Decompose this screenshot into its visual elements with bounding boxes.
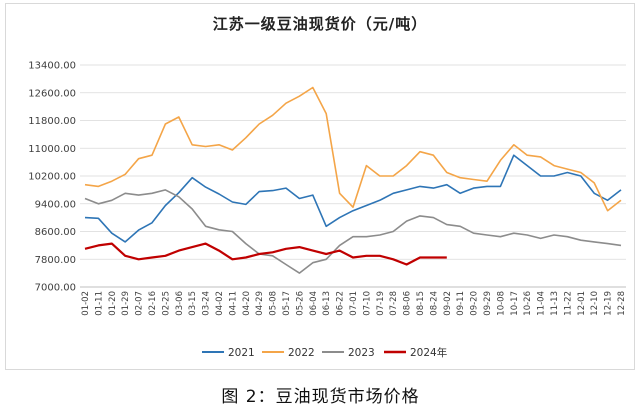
y-tick-label: 10200.00: [28, 172, 76, 183]
x-tick-label: 03-15: [188, 291, 198, 316]
x-tick-label: 06-22: [336, 291, 346, 316]
x-tick-label: 11-22: [563, 291, 573, 316]
x-tick-label: 02-25: [161, 291, 171, 316]
x-tick-label: 01-02: [81, 291, 91, 316]
figure-caption: 图 2：豆油现货市场价格: [221, 387, 420, 407]
x-tick-label: 10-08: [496, 291, 506, 316]
y-tick-label: 11000.00: [28, 144, 76, 155]
x-tick-label: 05-17: [282, 291, 292, 316]
x-tick-label: 07-28: [389, 291, 399, 316]
x-tick-label: 07-01: [349, 291, 359, 316]
y-tick-label: 7800.00: [35, 255, 76, 266]
x-tick-label: 12-28: [617, 291, 627, 316]
x-tick-label: 02-07: [135, 291, 145, 316]
series-line-2022: [84, 86, 622, 212]
series-line-2023: [84, 189, 622, 274]
x-tick-label: 06-13: [322, 291, 332, 316]
legend-label: 2023: [348, 347, 375, 359]
x-tick-label: 04-02: [215, 291, 225, 316]
x-tick-label: 08-15: [416, 291, 426, 316]
x-axis-ticks: 01-02 01-11 01-20 01-29 02-07 02-16 02-25 03-06…: [81, 291, 627, 316]
series-line-2024年: [84, 242, 447, 266]
y-tick-label: 12600.00: [28, 88, 76, 99]
x-tick-label: 05-26: [295, 291, 305, 316]
x-tick-label: 09-11: [456, 291, 466, 316]
x-tick-label: 09-29: [483, 291, 493, 316]
y-tick-label: 7000.00: [35, 283, 76, 294]
series-line-2021: [84, 154, 622, 243]
x-tick-label: 03-24: [202, 291, 212, 316]
y-tick-label: 9400.00: [35, 199, 76, 210]
x-tick-label: 07-19: [376, 291, 386, 316]
y-tick-label: 11800.00: [28, 116, 76, 127]
x-tick-label: 03-06: [175, 291, 185, 316]
x-tick-label: 12-10: [590, 291, 600, 316]
x-tick-label: 08-06: [403, 291, 413, 316]
legend-label: 2024年: [410, 346, 447, 359]
legend: 2021 2022 2023 2024年: [202, 346, 447, 359]
chart-frame: 江苏一级豆油现货价（元/吨） 13400.00 12600.00 11800.00 1…: [5, 3, 635, 370]
x-tick-label: 02-16: [148, 291, 158, 316]
x-tick-label: 01-20: [108, 291, 118, 316]
y-tick-label: 8600.00: [35, 227, 76, 238]
x-tick-label: 09-20: [470, 291, 480, 316]
x-tick-label: 12-19: [604, 291, 614, 316]
chart-title: 江苏一级豆油现货价（元/吨）: [213, 15, 427, 33]
x-tick-label: 12-01: [577, 291, 587, 316]
x-tick-label: 04-11: [228, 291, 238, 316]
x-tick-label: 01-29: [121, 291, 131, 316]
x-tick-label: 11-13: [550, 291, 560, 316]
x-tick-label: 01-11: [94, 291, 104, 316]
chart-svg: 江苏一级豆油现货价（元/吨） 13400.0012600.0011800.001…: [28, 15, 627, 359]
x-tick-label: 05-08: [269, 291, 279, 316]
x-tick-label: 04-20: [242, 291, 252, 316]
series-lines: [84, 86, 622, 274]
y-axis-ticks: 13400.00 12600.00 11800.00 11000.00 10200.00…: [28, 61, 76, 294]
y-tick-label: 13400.00: [28, 61, 76, 72]
x-tick-label: 08-24: [429, 291, 439, 316]
x-tick-label: 10-26: [523, 291, 533, 316]
x-tick-label: 04-29: [255, 291, 265, 316]
x-tick-label: 11-04: [537, 291, 547, 316]
x-tick-label: 07-10: [362, 291, 372, 316]
x-tick-label: 09-02: [443, 291, 453, 316]
legend-label: 2021: [228, 347, 255, 359]
x-tick-label: 06-04: [309, 291, 319, 316]
legend-label: 2022: [288, 347, 315, 359]
x-tick-label: 10-17: [510, 291, 520, 316]
